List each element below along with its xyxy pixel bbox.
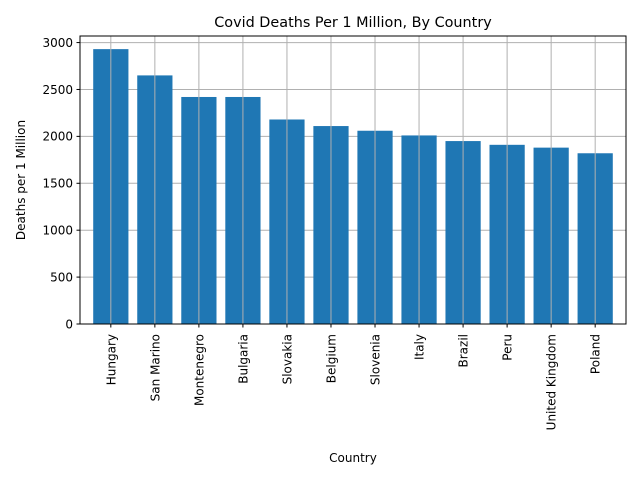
y-tick-label: 500 (50, 270, 73, 284)
bars (93, 49, 613, 325)
x-tick-label: Slovenia (369, 334, 383, 385)
x-axis-label: Country (329, 451, 377, 465)
x-tick-label: Hungary (104, 334, 118, 385)
y-tick-label: 2000 (42, 130, 73, 144)
y-tick-label: 3000 (42, 36, 73, 50)
x-tick-label: Montenegro (192, 334, 206, 406)
y-axis-label: Deaths per 1 Million (14, 120, 28, 240)
x-grid-lines (110, 36, 596, 324)
y-axis-ticks: 0 500 1000 1500 2000 2500 3000 (42, 36, 80, 331)
x-tick-label: Slovakia (280, 334, 294, 384)
plot-frame (79, 35, 627, 325)
x-tick-label: Poland (589, 334, 603, 374)
y-tick-label: 2500 (42, 83, 73, 97)
y-tick-label: 1000 (42, 223, 73, 237)
y-tick-label: 1500 (42, 177, 73, 191)
x-tick-label: Bulgaria (236, 334, 250, 384)
chart-title: Covid Deaths Per 1 Million, By Country (214, 15, 492, 31)
x-tick-label: San Marino (148, 334, 162, 401)
x-tick-label: United Kingdom (545, 334, 559, 430)
x-tick-label: Peru (501, 334, 515, 361)
x-tick-label: Italy (413, 334, 427, 360)
x-axis-ticks: Hungary San Marino Montenegro Bulgaria Slova… (104, 324, 603, 430)
y-tick-label: 0 (65, 317, 73, 331)
x-tick-label: Brazil (457, 334, 471, 368)
x-tick-label: Belgium (324, 334, 338, 383)
